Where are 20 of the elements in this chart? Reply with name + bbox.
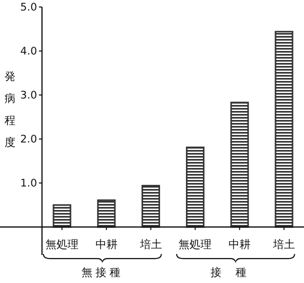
bar xyxy=(97,199,116,228)
y-tick-label: 4.0 xyxy=(20,46,37,58)
bar xyxy=(274,30,294,228)
text: 接種 xyxy=(210,266,261,279)
text: 無接種 xyxy=(81,266,124,279)
y-tick-label: 1.0 xyxy=(20,178,37,190)
y-tick-label: 2.0 xyxy=(20,134,37,146)
bar xyxy=(186,146,204,228)
bar xyxy=(52,204,72,228)
x-tick-label: 中耕 xyxy=(95,238,118,251)
x-tick-label: 中耕 xyxy=(228,238,251,251)
x-tick-label: 培土 xyxy=(272,238,296,251)
y-tick-label: 5.0 xyxy=(20,2,37,14)
x-tick-label: 無処理 xyxy=(45,238,78,251)
bar xyxy=(230,102,249,228)
bar xyxy=(142,184,160,228)
x-tick-label: 無処理 xyxy=(178,238,212,251)
x-tick-label: 培土 xyxy=(138,238,162,251)
y-axis-title: 発病程度 xyxy=(4,70,16,149)
y-tick-label: 3.0 xyxy=(20,90,37,102)
